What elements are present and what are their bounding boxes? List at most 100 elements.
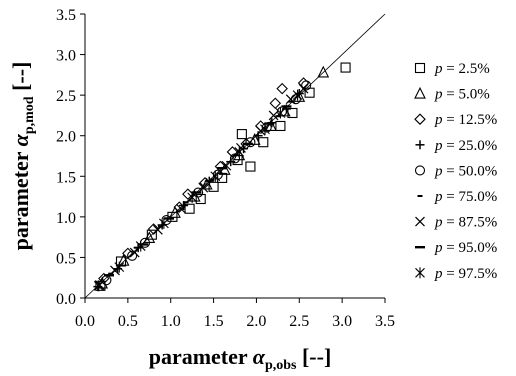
data-point-circle [301, 80, 312, 91]
data-point-asterisk [135, 240, 146, 252]
y-axis-title-unit: [--] [8, 62, 33, 97]
x-axis-title-base: parameter [149, 344, 253, 369]
x-axis-title-unit: [--] [296, 344, 331, 369]
data-point-square [208, 181, 219, 192]
data-point-triangle [317, 65, 330, 78]
data-point-x [176, 203, 186, 214]
legend-label-value: = 12.5% [443, 112, 498, 128]
x-tick-label: 1.0 [161, 313, 181, 330]
y-axis-title-symbol: α [8, 133, 33, 146]
legend-label: p = 97.5% [434, 266, 497, 282]
legend-label-value: = 95.0% [443, 240, 498, 256]
x-tick-label: 2.0 [246, 313, 266, 330]
y-tick-label: 0.0 [56, 291, 76, 308]
x-axis-title-subscript: p,obs [265, 358, 297, 373]
legend-label-var: p [434, 266, 443, 282]
legend-item: p = 50.0% [414, 163, 497, 179]
data-points [93, 62, 351, 292]
data-point-square [258, 137, 269, 148]
series-longdash [104, 105, 292, 277]
legend-marker-diamond [414, 113, 426, 125]
x-tick-label: 3.0 [332, 313, 352, 330]
legend-item: p = 2.5% [414, 61, 490, 77]
legend-marker-circle [414, 165, 426, 176]
data-point-circle [127, 250, 138, 261]
legend-item: p = 25.0% [415, 138, 497, 154]
legend-label: p = 25.0% [434, 138, 497, 154]
legend-label: p = 5.0% [434, 87, 490, 103]
data-point-asterisk [158, 217, 169, 229]
legend-label-value: = 75.0% [443, 189, 498, 205]
legend-label-var: p [434, 163, 443, 179]
legend-label-var: p [434, 138, 443, 154]
x-axis-title-symbol: α [253, 344, 266, 369]
legend-label-var: p [434, 61, 443, 77]
legend-label-var: p [434, 240, 443, 256]
legend-label-value: = 5.0% [443, 87, 490, 103]
x-axis-title: parameter αp,obs [--] [149, 344, 332, 373]
data-point-square [146, 229, 157, 240]
legend-label-value: = 2.5% [443, 61, 490, 77]
data-point-diamond [276, 82, 288, 95]
legend-label-value: = 97.5% [443, 266, 498, 282]
y-tick-label: 2.0 [56, 129, 76, 146]
data-point-square [236, 129, 247, 140]
data-point-x [198, 182, 209, 193]
legend-label: p = 12.5% [434, 112, 497, 128]
data-point-x [110, 265, 120, 276]
legend-label: p = 2.5% [434, 61, 490, 77]
y-tick-label: 0.5 [56, 250, 76, 267]
legend-marker-plus [415, 140, 425, 150]
x-axis-ticks: 0.0 0.5 1.0 1.5 2.0 2.5 3.0 3.5 [75, 298, 395, 330]
legend-item: p = 97.5% [415, 266, 497, 282]
legend-item: p = 5.0% [414, 86, 490, 103]
data-point-asterisk [260, 123, 270, 135]
series-diamond [98, 77, 310, 285]
data-point-plus [204, 176, 214, 186]
legend-label-var: p [434, 189, 443, 205]
y-axis-title-base: parameter [8, 146, 33, 250]
data-point-diamond [214, 160, 227, 173]
x-tick-label: 1.5 [204, 313, 224, 330]
data-point-square [245, 161, 256, 172]
y-axis-ticks: 0.0 0.5 1.0 1.5 2.0 2.5 3.0 3.5 [56, 7, 85, 308]
legend-marker-x [415, 216, 425, 227]
y-tick-label: 2.5 [56, 88, 76, 105]
data-point-square [275, 120, 286, 132]
y-tick-label: 3.0 [56, 48, 76, 65]
series-asterisk [93, 89, 303, 292]
legend-marker-triangle [414, 86, 426, 99]
legend-label-value: = 25.0% [443, 138, 498, 154]
legend-marker-asterisk [415, 267, 425, 279]
data-point-circle [229, 153, 241, 164]
data-point-diamond [297, 77, 310, 89]
data-point-square [195, 193, 206, 205]
series-square [95, 62, 351, 291]
data-point-asterisk [187, 191, 198, 203]
data-point-asterisk [210, 170, 221, 182]
y-tick-label: 1.5 [56, 169, 76, 186]
legend-label: p = 50.0% [434, 163, 497, 179]
legend-label: p = 75.0% [434, 189, 497, 205]
data-point-diamond [269, 97, 282, 110]
legend-label-var: p [434, 87, 443, 103]
data-point-asterisk [275, 107, 286, 119]
legend-marker-square [414, 62, 426, 74]
x-tick-label: 0.0 [75, 313, 95, 330]
x-tick-label: 3.5 [375, 313, 395, 330]
data-point-x [268, 110, 279, 121]
y-tick-label: 1.0 [56, 210, 76, 227]
data-point-circle [161, 215, 172, 226]
data-point-square [184, 203, 195, 214]
legend-item: p = 12.5% [414, 112, 497, 128]
x-tick-label: 2.5 [289, 313, 309, 330]
legend-label: p = 95.0% [434, 240, 497, 256]
data-point-asterisk [93, 280, 104, 292]
legend-label: p = 87.5% [434, 215, 497, 231]
y-axis-title-subscript: p,mod [22, 96, 37, 134]
legend-item: p = 87.5% [415, 215, 497, 231]
data-point-asterisk [234, 146, 245, 158]
y-tick-label: 3.5 [56, 7, 76, 24]
data-point-triangle [117, 253, 130, 266]
